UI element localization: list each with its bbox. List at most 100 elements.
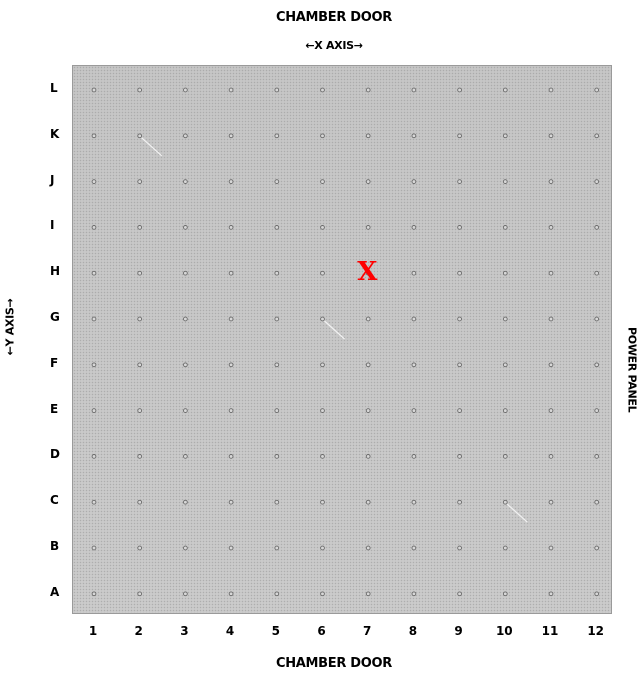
- hole-grid: [91, 87, 600, 597]
- mounting-hole: [548, 499, 554, 505]
- row-label: F: [50, 355, 59, 370]
- mounting-hole: [183, 454, 188, 459]
- mounting-hole: [320, 545, 325, 551]
- mounting-hole: [594, 454, 600, 459]
- mounting-hole: [548, 270, 554, 276]
- mounting-hole: [594, 545, 600, 551]
- mounting-hole: [548, 316, 554, 322]
- mounting-hole: [365, 408, 371, 413]
- mounting-hole: [548, 591, 554, 597]
- mounting-hole: [365, 179, 371, 184]
- light-streak: [141, 137, 163, 157]
- mounting-hole: [274, 270, 280, 276]
- mounting-hole: [365, 591, 371, 597]
- mounting-hole: [274, 133, 280, 139]
- mounting-hole: [365, 87, 371, 93]
- optical-table: [72, 65, 612, 614]
- mounting-hole: [320, 454, 325, 459]
- mounting-hole: [502, 316, 508, 322]
- mounting-hole: [320, 499, 325, 505]
- mounting-hole: [91, 87, 97, 93]
- mounting-hole: [457, 408, 462, 413]
- mounting-hole: [365, 316, 371, 322]
- mounting-hole: [183, 87, 188, 93]
- mounting-hole: [183, 545, 188, 551]
- mounting-hole: [594, 270, 600, 276]
- mounting-hole: [228, 133, 234, 139]
- mounting-hole: [137, 225, 143, 230]
- mounting-hole: [137, 362, 143, 368]
- mounting-hole: [411, 87, 417, 93]
- column-label: 6: [317, 624, 326, 638]
- mounting-hole: [594, 316, 600, 322]
- mounting-hole: [183, 362, 188, 368]
- mounting-hole: [274, 454, 280, 459]
- mounting-hole: [594, 133, 600, 139]
- row-label: I: [50, 218, 55, 233]
- power-panel-label: POWER PANEL: [625, 327, 639, 413]
- row-label: J: [50, 172, 55, 187]
- mounting-hole: [137, 270, 143, 276]
- mounting-hole: [274, 408, 280, 413]
- mounting-hole: [502, 499, 508, 505]
- mounting-hole: [411, 591, 417, 597]
- mounting-hole: [457, 454, 462, 459]
- mounting-hole: [548, 87, 554, 93]
- mounting-hole: [183, 499, 188, 505]
- mounting-hole: [91, 316, 97, 322]
- mounting-hole: [411, 179, 417, 184]
- light-streak: [506, 503, 528, 523]
- mounting-hole: [183, 591, 188, 597]
- mounting-hole: [548, 362, 554, 368]
- mounting-hole: [274, 499, 280, 505]
- row-label: K: [50, 126, 60, 141]
- mounting-hole: [594, 225, 600, 230]
- mounting-hole: [228, 179, 234, 184]
- mounting-hole: [411, 362, 417, 368]
- mounting-hole: [411, 454, 417, 459]
- mounting-hole: [457, 591, 462, 597]
- mounting-hole: [502, 408, 508, 413]
- mounting-hole: [411, 408, 417, 413]
- mounting-hole: [502, 454, 508, 459]
- mounting-hole: [365, 225, 371, 230]
- row-label: A: [50, 584, 60, 599]
- column-label: 7: [363, 624, 372, 638]
- mounting-hole: [137, 591, 143, 597]
- mounting-hole: [548, 408, 554, 413]
- row-label: C: [50, 493, 59, 508]
- mounting-hole: [320, 225, 325, 230]
- mounting-hole: [365, 270, 371, 276]
- mounting-hole: [183, 408, 188, 413]
- column-label: 1: [88, 624, 98, 638]
- mounting-hole: [228, 225, 234, 230]
- mounting-hole: [548, 225, 554, 230]
- column-label: 12: [587, 624, 605, 638]
- mounting-hole: [411, 545, 417, 551]
- mounting-hole: [411, 316, 417, 322]
- mounting-hole: [457, 499, 462, 505]
- mounting-hole: [320, 408, 325, 413]
- mounting-hole: [502, 362, 508, 368]
- mounting-hole: [274, 591, 280, 597]
- row-label: G: [50, 310, 60, 324]
- mounting-hole: [274, 362, 280, 368]
- mounting-hole: [320, 591, 325, 597]
- column-label: 2: [134, 624, 143, 638]
- mounting-hole: [183, 270, 188, 276]
- mounting-hole: [274, 316, 280, 322]
- mounting-hole: [457, 179, 462, 184]
- row-label: L: [50, 81, 58, 95]
- mounting-hole: [457, 87, 462, 93]
- mounting-hole: [457, 270, 462, 276]
- mounting-hole: [228, 591, 234, 597]
- mounting-hole: [91, 454, 97, 459]
- row-label: B: [50, 539, 60, 553]
- mounting-hole: [137, 454, 143, 459]
- mounting-hole: [274, 179, 280, 184]
- mounting-hole: [91, 362, 97, 368]
- mounting-hole: [183, 179, 188, 184]
- mounting-hole: [365, 362, 371, 368]
- mounting-hole: [183, 133, 188, 139]
- mounting-hole: [457, 133, 462, 139]
